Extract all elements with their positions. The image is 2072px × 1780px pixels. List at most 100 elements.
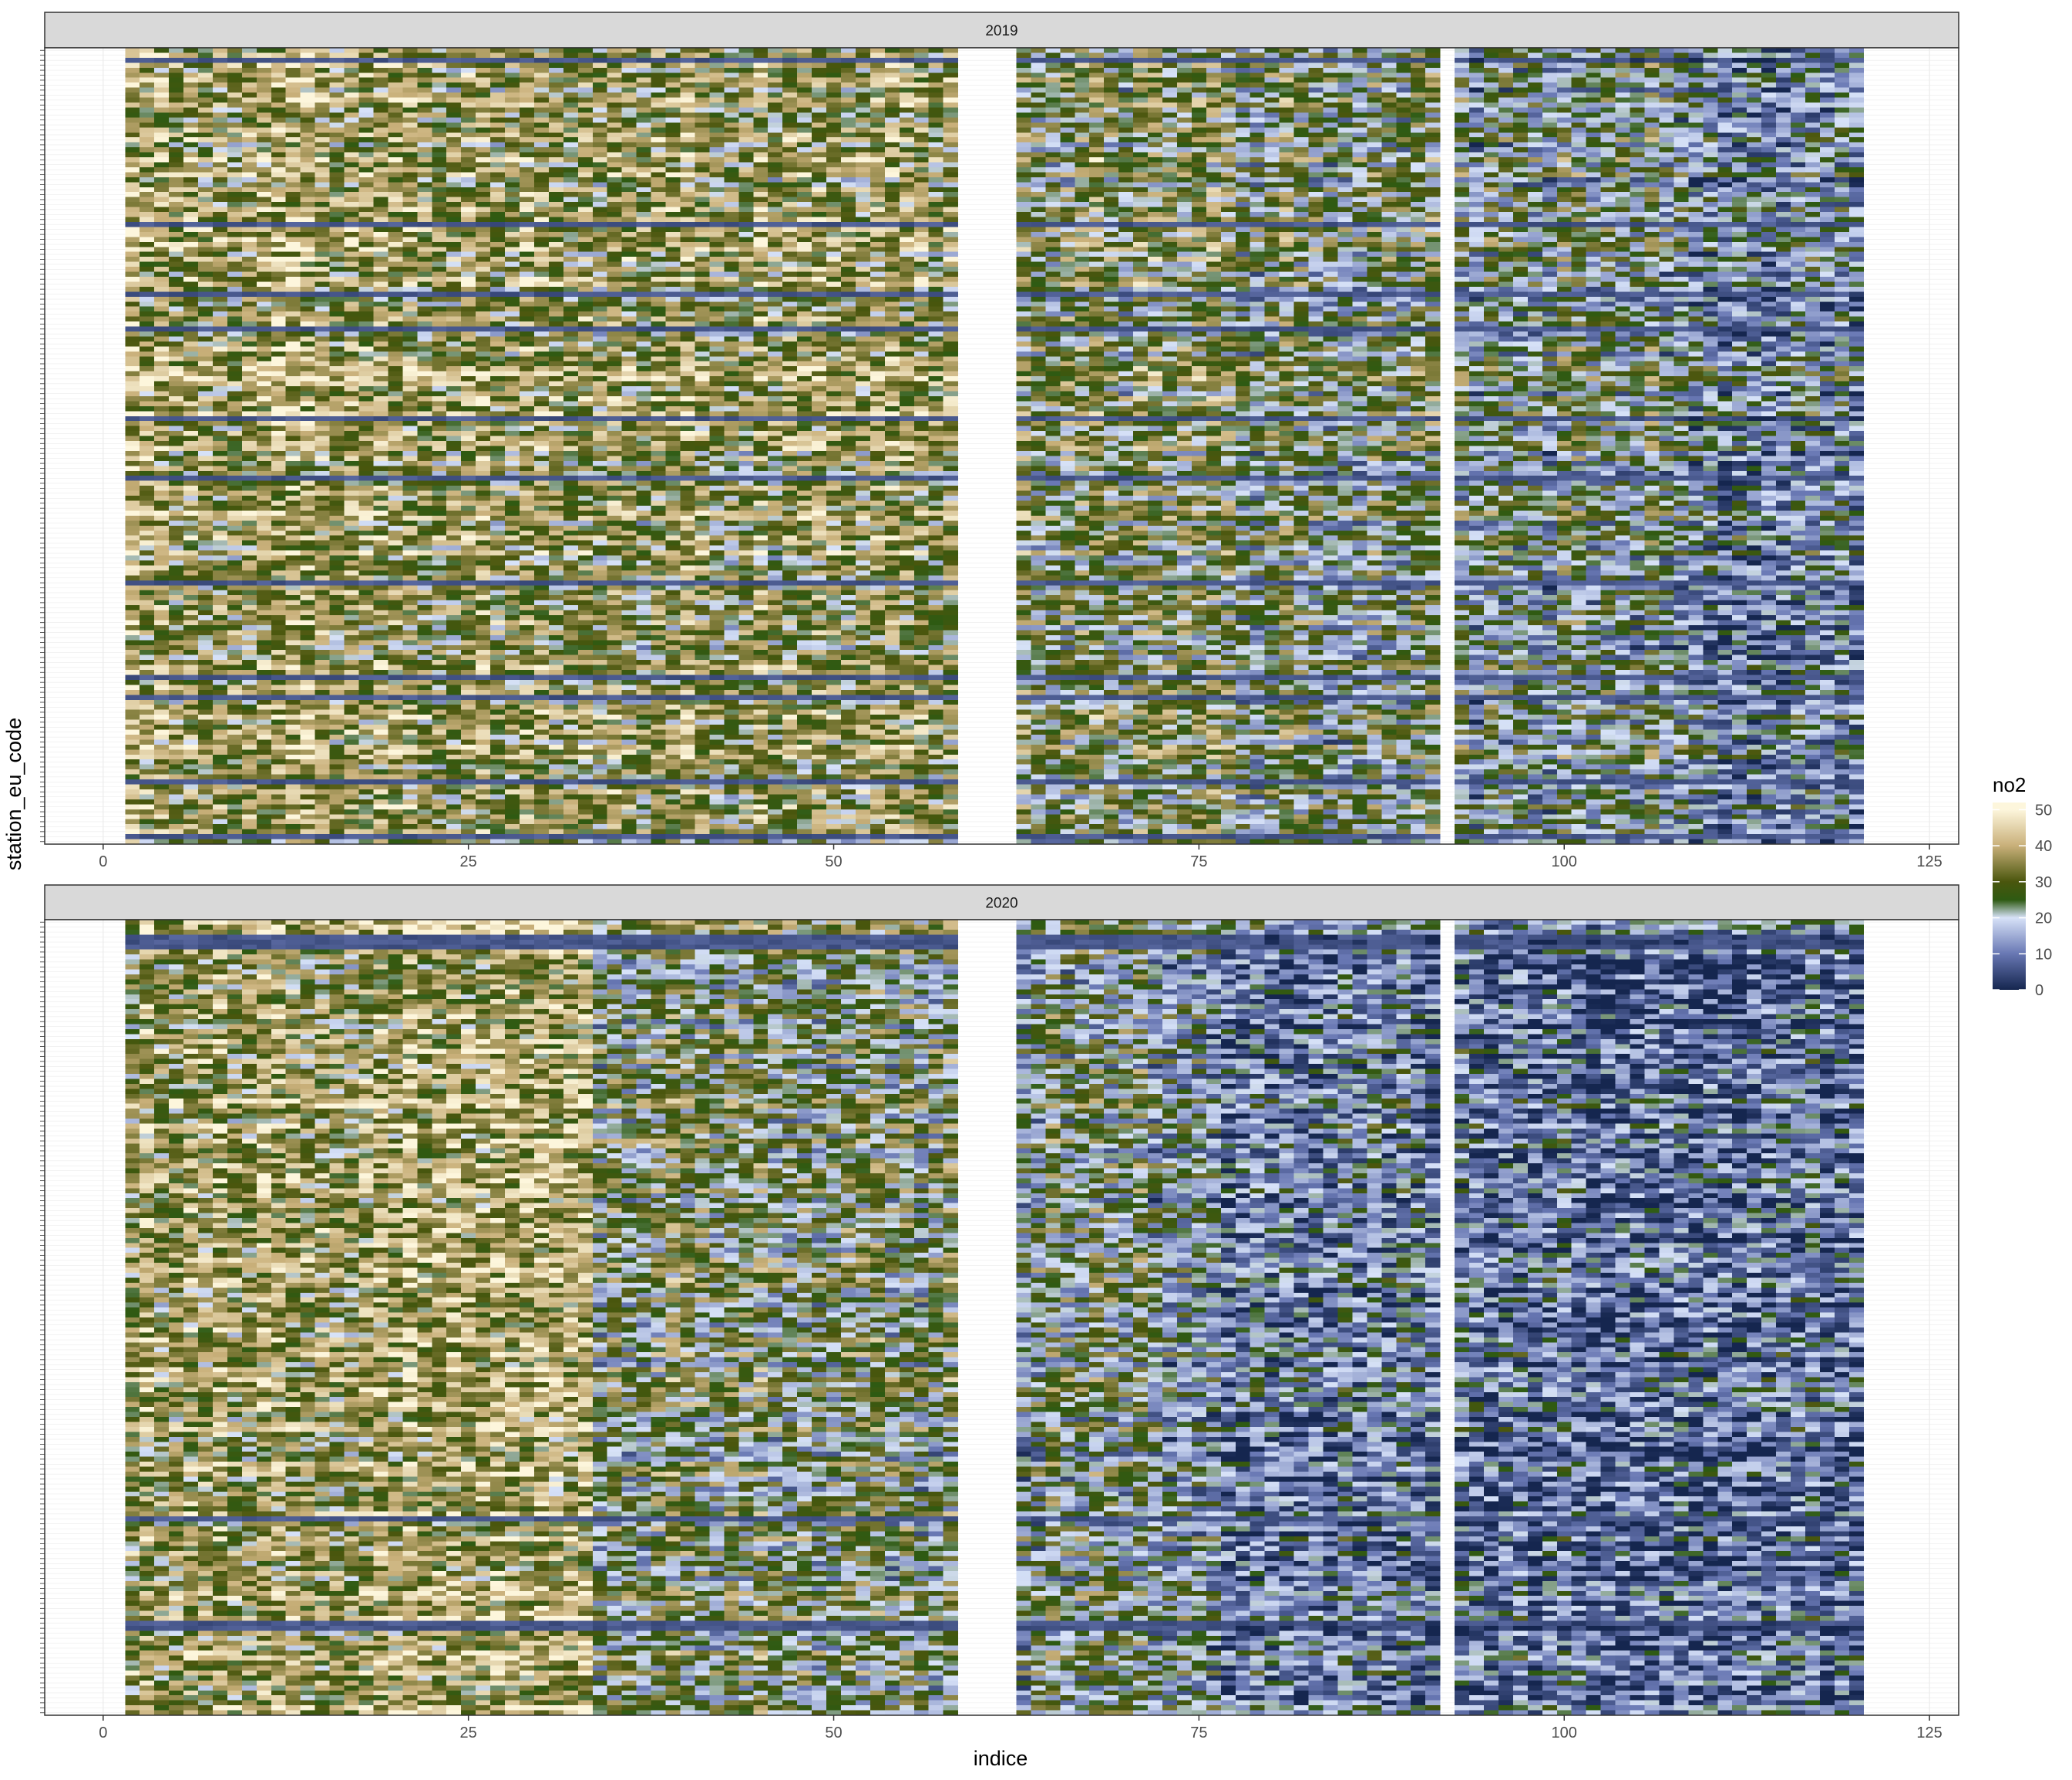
heatmap-cell [241, 217, 257, 223]
heatmap-cell [1571, 52, 1587, 59]
heatmap-cell [432, 197, 447, 203]
heatmap-cell [1031, 52, 1046, 59]
heatmap-cell [826, 257, 842, 263]
heatmap-cell [533, 227, 550, 233]
heatmap-cell [753, 52, 769, 59]
heatmap-cell [1191, 62, 1207, 69]
heatmap-cell [183, 137, 199, 143]
heatmap-cell [329, 122, 345, 128]
heatmap-cell [1381, 247, 1397, 253]
heatmap-cell [548, 237, 564, 243]
heatmap-cell [1250, 172, 1266, 178]
heatmap-cell [154, 107, 170, 113]
heatmap-cell [738, 241, 754, 247]
heatmap-cell [812, 147, 827, 153]
heatmap-cell [855, 217, 871, 223]
heatmap-cell [446, 257, 462, 263]
heatmap-cell [358, 82, 374, 89]
heatmap-cell [1542, 227, 1558, 233]
heatmap-cell [1411, 142, 1426, 148]
heatmap-cell [1162, 251, 1178, 257]
heatmap-cell [1323, 67, 1338, 73]
heatmap-cell [314, 241, 330, 247]
heatmap-cell [446, 57, 462, 63]
heatmap-cell [1776, 142, 1791, 148]
heatmap-cell [665, 57, 681, 63]
heatmap-cell [1060, 142, 1075, 148]
heatmap-cell [1615, 112, 1630, 118]
heatmap-cell [1323, 57, 1338, 63]
heatmap-cell [1455, 127, 1470, 133]
heatmap-cell [913, 212, 930, 217]
heatmap-cell [1148, 82, 1163, 89]
heatmap-cell [1703, 122, 1718, 128]
heatmap-cell [665, 82, 681, 89]
heatmap-cell [1396, 132, 1411, 138]
heatmap-cell [241, 112, 257, 118]
heatmap-cell [1732, 197, 1747, 203]
heatmap-cell [241, 48, 257, 53]
heatmap-cell [855, 197, 871, 203]
heatmap-cell [1556, 52, 1572, 59]
heatmap-cell [1293, 52, 1309, 59]
heatmap-cell [841, 152, 856, 158]
heatmap-cell [1776, 197, 1791, 203]
heatmap-cell [140, 237, 155, 243]
heatmap-cell [256, 162, 272, 168]
heatmap-cell [1717, 197, 1733, 203]
heatmap-cell [1805, 231, 1821, 237]
heatmap-cell [1411, 137, 1426, 143]
heatmap-cell [782, 132, 798, 138]
heatmap-cell [1235, 221, 1251, 227]
heatmap-cell [1776, 107, 1791, 113]
heatmap-cell [1848, 221, 1865, 227]
heatmap-cell [548, 192, 564, 198]
heatmap-cell [388, 217, 403, 223]
heatmap-cell [183, 251, 199, 257]
heatmap-cell [1673, 202, 1689, 207]
heatmap-cell [446, 112, 462, 118]
heatmap-cell [1381, 117, 1397, 123]
heatmap-cell [1776, 257, 1791, 263]
heatmap-cell [621, 112, 637, 118]
heatmap-cell [241, 212, 257, 217]
heatmap-cell [1717, 187, 1733, 193]
heatmap-cell [1104, 231, 1119, 237]
heatmap-cell [1761, 137, 1777, 143]
heatmap-cell [154, 187, 170, 193]
heatmap-cell [1118, 227, 1134, 233]
heatmap-cell [870, 147, 886, 153]
heatmap-cell [709, 62, 725, 69]
heatmap-cell [198, 62, 214, 69]
heatmap-cell [782, 142, 798, 148]
heatmap-cell [154, 162, 170, 168]
heatmap-cell [1542, 127, 1558, 133]
heatmap-cell [1016, 127, 1031, 133]
heatmap-cell [1483, 261, 1499, 268]
heatmap-cell [841, 93, 856, 98]
heatmap-cell [1176, 97, 1192, 103]
heatmap-cell [125, 182, 140, 188]
heatmap-cell [695, 172, 710, 178]
heatmap-cell [724, 132, 739, 138]
heatmap-cell [373, 103, 388, 108]
heatmap-cell [1176, 142, 1192, 148]
heatmap-cell [1045, 207, 1061, 213]
heatmap-cell [1805, 197, 1821, 203]
heatmap-cell [1571, 212, 1587, 217]
heatmap-cell [1498, 251, 1514, 257]
heatmap-cell [841, 251, 856, 257]
heatmap-cell [388, 187, 403, 193]
heatmap-cell [373, 87, 388, 93]
heatmap-cell [724, 241, 739, 247]
heatmap-cell [651, 247, 666, 253]
heatmap-cell [1527, 72, 1543, 79]
heatmap-cell [797, 52, 812, 59]
heatmap-cell [1644, 192, 1660, 198]
heatmap-cell [1279, 247, 1294, 253]
heatmap-cell [329, 103, 345, 108]
heatmap-cell [1264, 182, 1280, 188]
heatmap-cell [256, 202, 272, 207]
heatmap-cell [1279, 241, 1294, 247]
heatmap-cell [329, 157, 345, 163]
